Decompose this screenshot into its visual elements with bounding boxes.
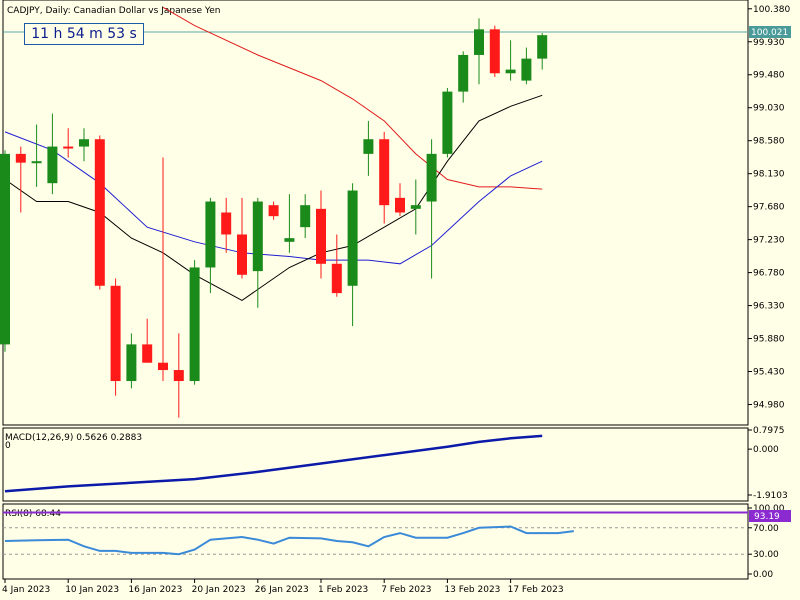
date-axis: 4 Jan 2023 10 Jan 2023 16 Jan 2023 20 Jan 2… xyxy=(2,579,564,595)
candle-bear xyxy=(221,212,232,235)
ma-blue-line xyxy=(4,131,543,265)
candle-bull xyxy=(474,29,484,55)
rsi-panel-frame xyxy=(2,503,749,580)
price-tick-label: 94.980 xyxy=(753,400,785,410)
candle-bear xyxy=(237,234,247,275)
date-tick-label: 4 Jan 2023 xyxy=(2,585,50,595)
candle-bull xyxy=(505,69,516,74)
candle-bull xyxy=(126,344,137,382)
candle-bull xyxy=(31,161,42,164)
candle-bear xyxy=(379,139,390,206)
macd-panel: MACD(12,26,9) 0.5626 0.2883 0 0.7975 0.00… xyxy=(2,426,788,502)
price-badge xyxy=(749,26,791,38)
macd-title: MACD(12,26,9) 0.5626 0.2883 xyxy=(5,433,142,443)
price-tick-label: 98.580 xyxy=(753,137,785,147)
candle-bull xyxy=(252,201,263,272)
rsi-level-badge xyxy=(749,510,791,522)
candle-bear xyxy=(316,208,326,264)
price-tick-label: 100.380 xyxy=(753,5,790,15)
price-tick-label: 99.480 xyxy=(753,71,785,81)
macd-line-path xyxy=(4,434,543,493)
candle-bull xyxy=(47,146,58,184)
countdown-timer: 11 h 54 m 53 s xyxy=(24,23,144,45)
ma-red-line xyxy=(162,6,543,190)
rsi-panel: RSI(8) 68.44 100.00 70.00 30.00 0.00 93.19 xyxy=(2,503,791,580)
price-tick-label: 96.780 xyxy=(753,269,785,279)
date-tick-label: 10 Jan 2023 xyxy=(65,585,119,595)
rsi-tick-label: 0.00 xyxy=(753,570,773,580)
candle-bull xyxy=(521,58,532,81)
rsi-line-path xyxy=(4,525,574,556)
candle-bull xyxy=(537,35,548,59)
candle-bear xyxy=(142,344,153,363)
rsi-tick-label: 30.00 xyxy=(753,550,779,560)
date-tick-label: 17 Feb 2023 xyxy=(508,585,564,595)
macd-line xyxy=(4,434,543,493)
price-axis: 100.380 99.930 99.480 99.030 98.580 98.130 97.… xyxy=(748,5,790,410)
rsi-level-badge-label: 93.19 xyxy=(754,512,780,522)
main-panel: CADJPY, Daily: Canadian Dollar vs Japane… xyxy=(0,0,791,426)
price-tick-label: 98.130 xyxy=(753,170,785,180)
price-tick-label: 97.230 xyxy=(753,236,785,246)
rsi-title: RSI(8) 68.44 xyxy=(5,509,61,519)
price-tick-label: 97.680 xyxy=(753,203,785,213)
candle-bear xyxy=(173,370,184,382)
candle-bull xyxy=(458,54,469,92)
date-tick-label: 26 Jan 2023 xyxy=(255,585,309,595)
candle-bull xyxy=(426,153,437,202)
date-tick-label: 7 Feb 2023 xyxy=(381,585,431,595)
candle-bull xyxy=(0,153,10,345)
candle-bull xyxy=(410,205,421,209)
rsi-line xyxy=(3,511,748,556)
candle-bear xyxy=(158,362,168,371)
date-tick-label: 16 Jan 2023 xyxy=(128,585,182,595)
macd-zero-label: 0 xyxy=(5,441,11,451)
price-tick-label: 99.930 xyxy=(753,38,785,48)
date-tick-label: 20 Jan 2023 xyxy=(192,585,246,595)
candle-bull xyxy=(363,139,374,154)
candle-bear xyxy=(331,263,342,294)
candle-bear xyxy=(268,205,279,217)
price-tick-label: 99.030 xyxy=(753,104,785,114)
moving-averages xyxy=(4,6,543,301)
candle-bull xyxy=(205,201,216,268)
rsi-axis: 100.00 70.00 30.00 0.00 xyxy=(748,504,785,580)
macd-tick-label: -1.9103 xyxy=(753,491,788,501)
price-tick-label: 95.430 xyxy=(753,368,785,378)
candle-bull xyxy=(284,238,295,242)
date-tick-label: 1 Feb 2023 xyxy=(318,585,368,595)
candle-bear xyxy=(489,29,500,74)
ma-black-line xyxy=(4,94,543,301)
candle-bear xyxy=(63,146,74,149)
price-tick-label: 96.330 xyxy=(753,302,785,312)
rsi-tick-label: 70.00 xyxy=(753,524,779,534)
macd-tick-label: 0.7975 xyxy=(753,426,785,436)
candle-bull xyxy=(347,190,358,286)
date-tick-label: 13 Feb 2023 xyxy=(444,585,500,595)
candle-bull xyxy=(442,91,453,154)
candle-bear xyxy=(15,153,26,163)
rsi-tick-label: 100.00 xyxy=(753,504,785,514)
candle-bear xyxy=(110,285,121,382)
macd-tick-label: 0.000 xyxy=(753,445,779,455)
macd-axis: 0.7975 0.000 -1.9103 xyxy=(748,426,788,501)
candle-bull xyxy=(189,267,200,382)
candles xyxy=(0,18,548,418)
macd-panel-frame xyxy=(2,427,749,502)
candle-bull xyxy=(79,139,89,147)
candle-bull xyxy=(300,205,311,228)
price-tick-label: 95.880 xyxy=(753,335,785,345)
candle-bear xyxy=(94,139,105,286)
symbol-title: CADJPY, Daily: Canadian Dollar vs Japane… xyxy=(7,6,220,16)
price-badge-label: 100.021 xyxy=(751,28,788,38)
candle-bear xyxy=(395,197,405,213)
